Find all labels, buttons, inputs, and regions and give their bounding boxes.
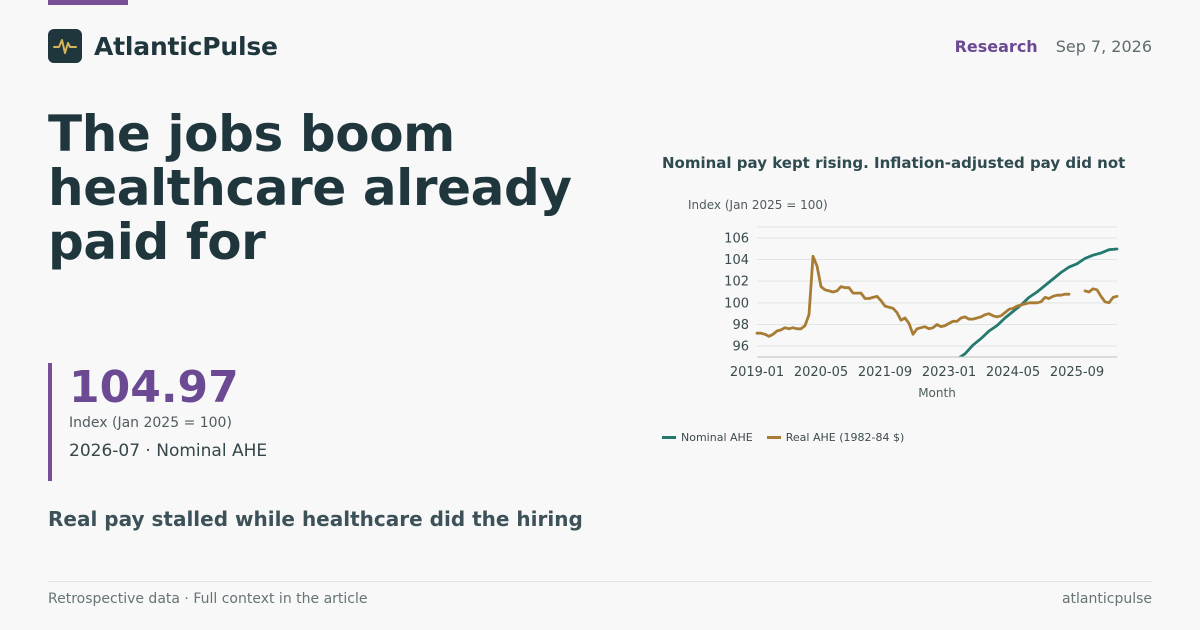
subheadline: Real pay stalled while healthcare did th…: [48, 507, 583, 531]
y-tick-label: 102: [724, 275, 749, 290]
header-meta: Research Sep 7, 2026: [955, 37, 1152, 56]
y-tick-label: 106: [724, 231, 749, 246]
x-tick-label: 2025-09: [1050, 365, 1104, 380]
legend-swatch-real: [766, 436, 781, 439]
x-tick-label: 2020-05: [794, 365, 848, 380]
pulse-icon: [48, 29, 82, 63]
brand-name: AtlanticPulse: [94, 31, 278, 61]
x-tick-label: 2024-05: [986, 365, 1040, 380]
publish-date: Sep 7, 2026: [1055, 37, 1152, 56]
y-tick-label: 98: [732, 318, 749, 333]
series-line-nominal-ahe: [957, 247, 1119, 357]
headline: The jobs boom healthcare already paid fo…: [48, 105, 572, 271]
y-tick-label: 96: [732, 340, 749, 355]
section-link[interactable]: Research: [954, 37, 1038, 56]
series-lines: [755, 247, 1119, 357]
legend-label-nominal: Nominal AHE: [681, 431, 753, 444]
chart-x-axis-label: Month: [918, 386, 956, 400]
chart-y-axis-label: Index (Jan 2025 = 100): [688, 198, 828, 212]
legend-swatch-nominal: [662, 436, 676, 439]
kpi-callout: 104.97 Index (Jan 2025 = 100) 2026-07 · …: [48, 363, 267, 481]
y-tick-label: 100: [724, 296, 749, 311]
series-line-real-ahe: [1083, 287, 1119, 305]
legend-label-real: Real AHE (1982-84 $): [785, 431, 905, 444]
kpi-value: 104.97: [69, 362, 239, 413]
brand[interactable]: AtlanticPulse: [48, 29, 278, 63]
footer-note: Retrospective data · Full context in the…: [48, 591, 368, 607]
x-tick-label: 2023-01: [922, 365, 976, 380]
series-line-real-ahe: [755, 254, 1071, 338]
footer-brand-link[interactable]: atlanticpulse: [1061, 591, 1152, 607]
kpi-unit: Index (Jan 2025 = 100): [69, 415, 232, 431]
x-tick-label: 2019-01: [730, 365, 784, 380]
kpi-caption: 2026-07 · Nominal AHE: [69, 441, 268, 461]
footer-divider: [48, 581, 1152, 582]
x-tick-label: 2021-09: [858, 365, 912, 380]
y-axis-ticks: 96 98 100 102 104 106: [724, 231, 749, 354]
x-axis-ticks: 2019-01 2020-05 2021-09 2023-01 2024-05 2025-…: [730, 365, 1104, 380]
top-accent-bar: [48, 0, 128, 5]
legend-item-real: Real AHE (1982-84 $): [766, 431, 905, 444]
y-tick-label: 104: [724, 253, 749, 268]
chart-legend: Nominal AHE Real AHE (1982-84 $): [662, 431, 918, 444]
legend-item-nominal: Nominal AHE: [662, 431, 753, 444]
chart-title: Nominal pay kept rising. Inflation-adjus…: [662, 154, 1126, 172]
